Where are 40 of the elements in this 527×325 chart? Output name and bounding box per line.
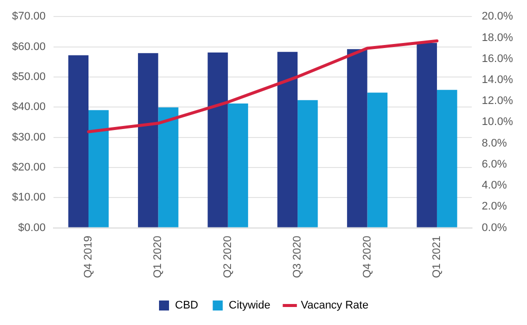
y2-tick-label: 12.0% — [482, 95, 514, 108]
bar — [88, 110, 109, 228]
x-tick-label: Q1 2021 — [430, 236, 443, 278]
y-tick-label: $30.00 — [12, 131, 46, 144]
y2-tick-label: 6.0% — [482, 158, 508, 170]
bar — [347, 49, 368, 228]
legend-label: CBD — [175, 300, 198, 312]
legend-label: Citywide — [228, 300, 270, 312]
y-tick-label: $50.00 — [12, 70, 46, 83]
y2-tick-label: 14.0% — [482, 74, 514, 86]
y2-tick-label: 10.0% — [482, 116, 514, 128]
y-tick-label: $0.00 — [18, 222, 46, 234]
y2-tick-label: 4.0% — [482, 180, 508, 192]
y2-tick-label: 8.0% — [482, 137, 508, 150]
y2-tick-label: 18.0% — [482, 32, 514, 44]
legend-label: Vacancy Rate — [300, 300, 368, 312]
x-tick-label: Q1 2020 — [152, 236, 164, 278]
bar — [158, 107, 178, 228]
x-tick-label: Q3 2020 — [292, 236, 304, 278]
y-tick-label: $20.00 — [12, 161, 46, 174]
bar — [228, 103, 248, 228]
y-tick-label: $60.00 — [12, 40, 46, 53]
x-tick-label: Q4 2020 — [361, 236, 374, 278]
bar — [68, 55, 88, 228]
x-tick-label: Q2 2020 — [222, 236, 234, 278]
y-tick-label: $70.00 — [12, 10, 46, 23]
bar — [367, 92, 388, 228]
bar — [138, 53, 158, 228]
y2-tick-label: 16.0% — [482, 52, 514, 65]
bar — [436, 90, 458, 228]
bar — [277, 52, 298, 228]
x-tick-label: Q4 2019 — [82, 236, 95, 278]
bar — [298, 100, 318, 228]
y2-tick-label: 0.0% — [482, 222, 508, 234]
y-tick-label: $40.00 — [12, 101, 46, 114]
y2-tick-label: 2.0% — [482, 200, 508, 213]
y2-tick-label: 20.0% — [482, 10, 514, 23]
y-tick-label: $10.00 — [12, 192, 46, 204]
bar — [208, 52, 228, 228]
bar — [416, 42, 437, 228]
